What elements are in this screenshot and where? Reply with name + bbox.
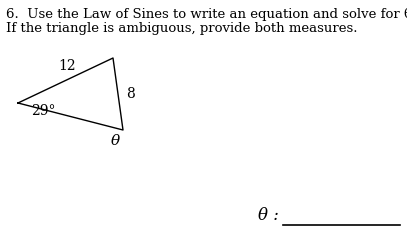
- Text: 12: 12: [59, 60, 77, 73]
- Text: θ: θ: [110, 134, 120, 148]
- Text: If the triangle is ambiguous, provide both measures.: If the triangle is ambiguous, provide bo…: [6, 22, 357, 35]
- Text: 29°: 29°: [31, 104, 55, 118]
- Text: 8: 8: [126, 87, 135, 101]
- Text: θ :: θ :: [258, 207, 279, 224]
- Text: 6.  Use the Law of Sines to write an equation and solve for θ.: 6. Use the Law of Sines to write an equa…: [6, 8, 407, 21]
